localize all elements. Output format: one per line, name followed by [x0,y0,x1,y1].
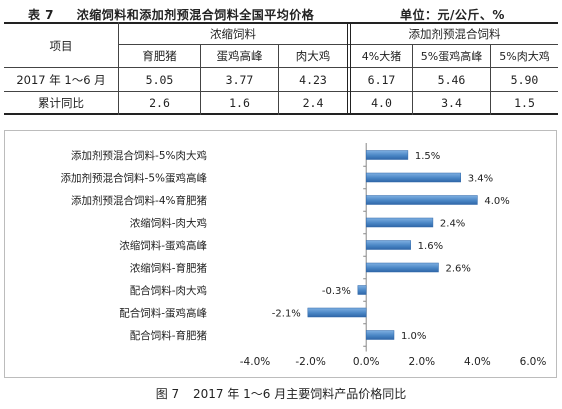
table-vrule [118,22,119,115]
table-cell: 1.6 [229,95,250,110]
x-tick-label: -2.0% [295,356,325,368]
table-rule-top [4,22,558,24]
row-label: 2017 年 1～6 月 [16,72,106,87]
table-cell: 4.23 [299,72,327,87]
category-label: 添加剂预混合饲料-5%蛋鸡高峰 [61,172,208,185]
table-unit: 单位：元/公斤、% [400,8,505,22]
col-header: 肉大鸡 [295,49,331,63]
table-cell: 3.4 [441,95,462,110]
figure-number: 图 7 [155,387,180,401]
table-vrule [200,44,201,115]
table-title: 表 7 浓缩饲料和添加剂预混合饲料全国平均价格 单位：元/公斤、% [28,6,504,23]
table-rule-row [4,91,558,92]
category-label: 配合饲料-育肥猪 [130,329,208,342]
data-label: -0.3% [322,286,351,297]
table-rule-group [118,44,558,45]
x-tick-label: 0.0% [353,356,380,368]
category-label: 浓缩饲料-肉大鸡 [130,217,207,230]
group-header-concentrate: 浓缩饲料 [210,27,256,41]
category-label: 添加剂预混合饲料-5%肉大鸡 [71,149,207,162]
price-table: 项目 浓缩饲料 添加剂预混合饲料 育肥猪 蛋鸡高峰 肉大鸡 4%大猪 5%蛋鸡高… [4,22,558,115]
table-vrule [278,44,279,115]
row-label: 累计同比 [38,95,84,110]
bar [365,150,409,160]
x-tick-label: -4.0% [240,356,270,368]
data-label: 4.0% [484,196,509,207]
table-cell: 2.4 [302,95,324,110]
table-rule-bottom [4,113,558,115]
table-vrule [347,22,348,115]
data-label: 1.0% [401,331,426,342]
table-cell: 2.6 [149,95,170,110]
chart-frame: 添加剂预混合饲料-5%肉大鸡 1.5% 添加剂预混合饲料-5%蛋鸡高峰 3.4% 添加剂… [4,130,557,378]
table-number: 表 7 [28,8,55,22]
bar-chart: 添加剂预混合饲料-5%肉大鸡 1.5% 添加剂预混合饲料-5%蛋鸡高峰 3.4% 添加剂… [61,143,547,368]
category-label: 浓缩饲料-育肥猪 [130,262,208,275]
bar [365,195,478,205]
table-cell: 5.05 [145,72,174,87]
category-label: 配合饲料-蛋鸡高峰 [119,307,207,320]
col-header: 5%肉大鸡 [499,50,550,63]
data-label: 2.6% [445,264,470,275]
table-vrule [490,44,491,115]
table-cell: 5.46 [437,72,466,87]
col-header: 5%蛋鸡高峰 [420,50,483,63]
col-header-item: 项目 [49,38,73,53]
table-vrule [350,22,351,115]
category-label: 添加剂预混合饲料-4%育肥猪 [71,194,207,207]
data-label: -2.1% [272,309,301,320]
figure-caption-text: 2017 年 1～6 月主要饲料产品价格同比 [193,387,407,401]
col-header: 育肥猪 [142,49,177,63]
table-cell: 1.5 [514,95,535,110]
bar [365,217,434,228]
category-label: 配合饲料-肉大鸡 [130,284,207,297]
data-label: 1.6% [418,241,443,252]
figure-caption: 图 7 2017 年 1～6 月主要饲料产品价格同比 [0,385,562,402]
col-header: 4%大猪 [361,50,402,63]
table-title-text: 浓缩饲料和添加剂预混合饲料全国平均价格 [76,8,315,22]
category-label: 浓缩饲料-蛋鸡高峰 [119,239,207,252]
x-tick-label: 2.0% [408,356,435,368]
group-header-premix: 添加剂预混合饲料 [408,27,501,41]
bar [365,172,461,183]
bar [365,330,395,340]
data-label: 2.4% [440,219,465,230]
bar [357,285,367,295]
table-cell: 6.17 [367,72,396,87]
x-tick-label: 6.0% [520,356,547,368]
bar [365,240,411,250]
table-rule-header [4,67,558,68]
x-tick-label: 4.0% [464,356,491,368]
col-header: 蛋鸡高峰 [216,49,263,63]
table-cell: 4.0 [371,95,392,110]
table-cell: 5.90 [510,72,539,87]
bar [365,262,439,273]
table-vrule [412,44,413,115]
table-cell: 3.77 [225,72,254,87]
data-label: 3.4% [468,174,493,185]
bar [307,307,367,318]
data-label: 1.5% [415,151,440,162]
